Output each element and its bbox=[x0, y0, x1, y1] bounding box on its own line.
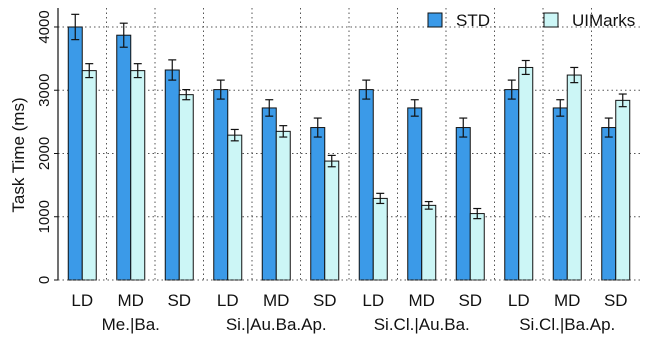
group-label: Si.Cl.|Au.Ba. bbox=[374, 315, 470, 334]
bar-uimarks bbox=[227, 134, 243, 281]
x-tick-label: LD bbox=[71, 291, 93, 310]
legend-swatch-uimarks bbox=[543, 12, 559, 28]
y-tick-label: 3000 bbox=[36, 74, 53, 107]
x-tick-label: LD bbox=[362, 291, 384, 310]
bar-uimarks bbox=[372, 197, 388, 281]
bar-uimarks bbox=[324, 160, 340, 281]
y-tick-label: 4000 bbox=[36, 10, 53, 43]
bar-std bbox=[310, 127, 326, 281]
bar-uimarks bbox=[178, 94, 194, 281]
bar-uimarks bbox=[518, 66, 534, 281]
bar-std bbox=[552, 107, 568, 281]
group-label: Me.|Ba. bbox=[102, 315, 160, 334]
bars bbox=[67, 13, 631, 281]
x-tick-label: SD bbox=[604, 291, 628, 310]
legend: STD UIMarks bbox=[427, 11, 635, 30]
bar-std bbox=[116, 34, 132, 281]
group-label: Si.Cl.|Ba.Ap. bbox=[519, 315, 615, 334]
x-tick-label: MD bbox=[409, 291, 435, 310]
x-tick-label: LD bbox=[217, 291, 239, 310]
legend-swatch-std bbox=[427, 12, 443, 28]
y-tick-label: 1000 bbox=[36, 200, 53, 233]
y-axis-title: Task Time (ms) bbox=[9, 97, 28, 212]
gridlines bbox=[58, 8, 640, 280]
x-tick-label: MD bbox=[118, 291, 144, 310]
bar-uimarks bbox=[130, 70, 146, 281]
bar-std bbox=[407, 107, 423, 281]
bar-uimarks bbox=[81, 70, 97, 281]
bar-std bbox=[261, 107, 277, 281]
bar-std bbox=[213, 89, 229, 281]
legend-label-std: STD bbox=[456, 11, 490, 30]
bar-std bbox=[455, 127, 471, 281]
bar-std bbox=[164, 69, 180, 281]
bar-uimarks bbox=[469, 213, 485, 281]
bar-std bbox=[67, 26, 83, 281]
x-tick-label: MD bbox=[554, 291, 580, 310]
bar-uimarks bbox=[421, 204, 437, 281]
y-tick-label: 0 bbox=[36, 276, 53, 284]
x-tick-label: SD bbox=[458, 291, 482, 310]
bar-std bbox=[358, 89, 374, 281]
axes: 0 1000 2000 3000 4000 LD MD SD LD MD SD LD MD SD LD MD S… bbox=[36, 8, 640, 334]
legend-label-uimarks: UIMarks bbox=[572, 11, 635, 30]
x-tick-label: LD bbox=[508, 291, 530, 310]
bar-uimarks bbox=[275, 130, 291, 281]
x-tick-label: SD bbox=[313, 291, 337, 310]
bar-uimarks bbox=[615, 99, 631, 281]
bar-std bbox=[504, 89, 520, 281]
bar-std bbox=[601, 127, 617, 281]
bar-uimarks bbox=[566, 74, 582, 281]
x-tick-label: SD bbox=[167, 291, 191, 310]
group-label: Si.|Au.Ba.Ap. bbox=[226, 315, 327, 334]
y-tick-label: 2000 bbox=[36, 137, 53, 170]
x-tick-label: MD bbox=[263, 291, 289, 310]
